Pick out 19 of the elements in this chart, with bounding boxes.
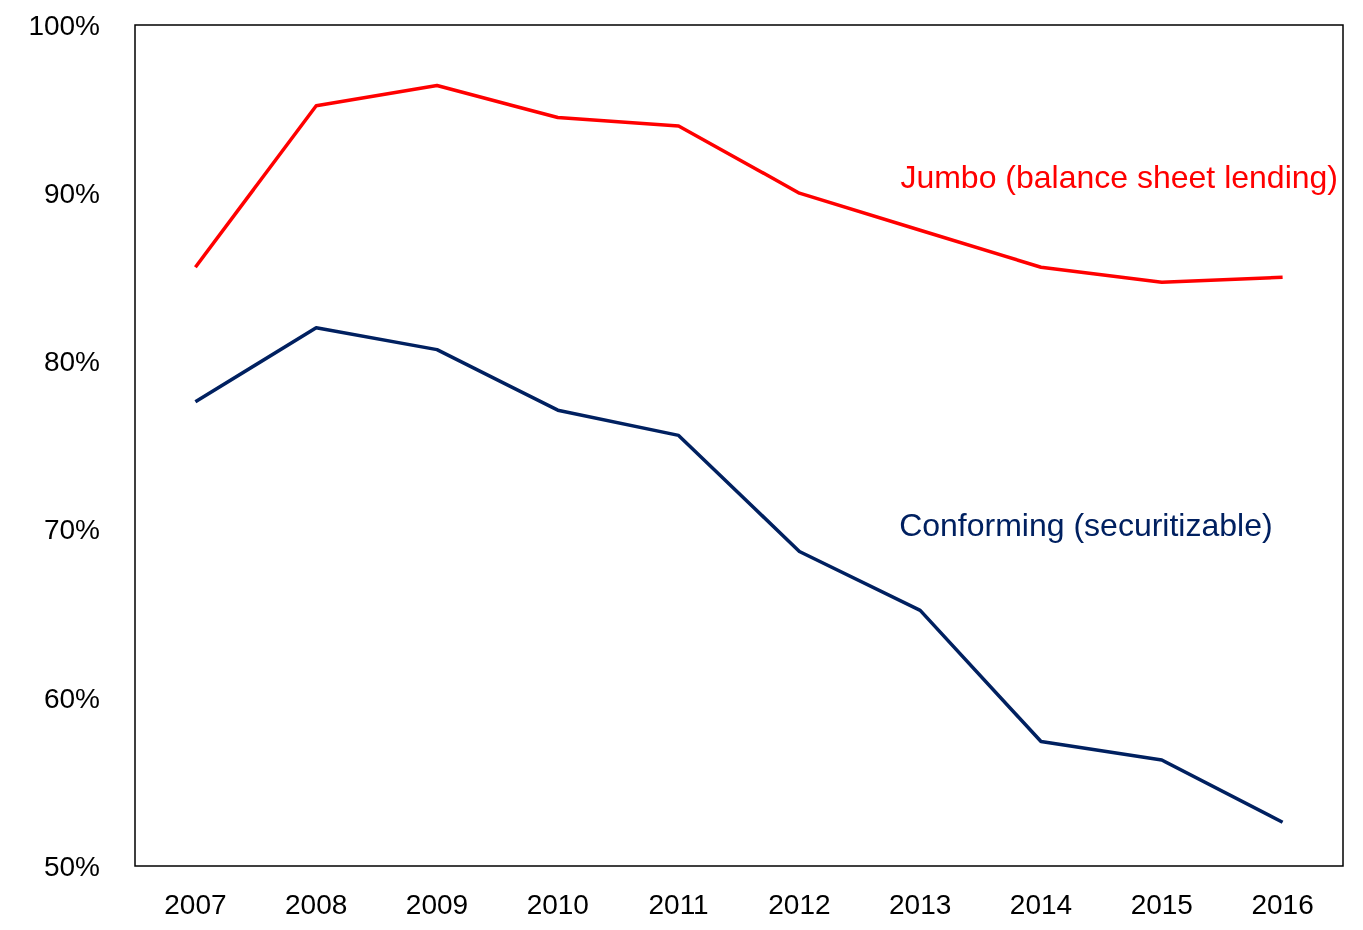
y-tick-label: 70% [43, 514, 100, 546]
y-tick-label: 90% [43, 178, 100, 209]
x-tick-label: 2009 [405, 889, 469, 920]
line-series [193, 326, 1285, 825]
x-tick-label: 2010 [526, 889, 589, 920]
y-tick-label: 100% [28, 9, 100, 41]
x-tick-label: 2011 [648, 889, 709, 920]
x-tick-label: 2013 [889, 889, 952, 920]
x-tick-label: 2012 [768, 889, 831, 920]
y-tick-label: 80% [43, 346, 100, 378]
y-tick-label: 60% [43, 682, 100, 714]
y-tick-label: 50% [43, 850, 100, 882]
x-tick-label: 2016 [1251, 889, 1314, 920]
x-tick-label: 2014 [1009, 889, 1073, 920]
series-label: Jumbo (balance sheet lending) [900, 159, 1338, 196]
series-label: Conforming (securitizable) [899, 507, 1273, 544]
x-tick-label: 2008 [285, 889, 348, 920]
x-tick-label: 2007 [164, 889, 227, 920]
x-tick-label: 2015 [1130, 889, 1193, 920]
